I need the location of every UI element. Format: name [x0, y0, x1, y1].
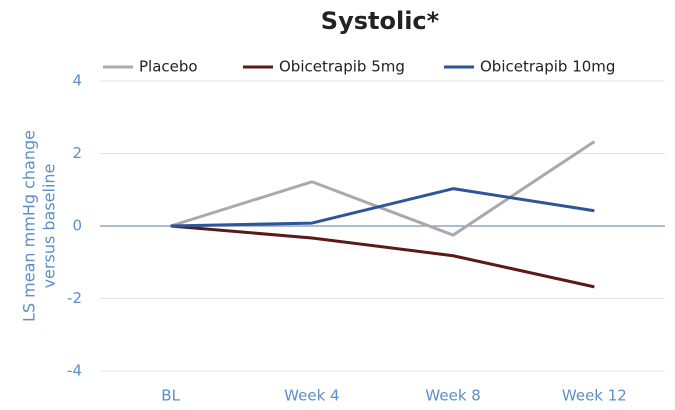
- y-label-line: versus baseline: [40, 164, 59, 289]
- y-tick-label: -4: [67, 362, 82, 380]
- x-tick-label: Week 4: [284, 387, 339, 405]
- y-tick-label: 2: [72, 144, 82, 162]
- y-label-line: LS mean mmHg change: [20, 130, 39, 322]
- legend-label: Placebo: [139, 58, 198, 76]
- y-axis-label: LS mean mmHg change versus baseline: [20, 130, 59, 322]
- y-tick-label: 0: [72, 217, 82, 235]
- x-tick-label: BL: [161, 387, 180, 405]
- series-line: [170, 224, 595, 289]
- legend-label: Obicetrapib 5mg: [279, 58, 405, 76]
- legend-label: Obicetrapib 10mg: [480, 58, 615, 76]
- chart-title: Systolic*: [321, 7, 440, 35]
- series-line: [170, 187, 595, 228]
- series-line: [170, 140, 596, 237]
- x-tick-label: Week 12: [562, 387, 627, 405]
- y-tick-label: -2: [67, 289, 82, 307]
- y-tick-label: 4: [72, 72, 82, 90]
- x-tick-label: Week 8: [425, 387, 480, 405]
